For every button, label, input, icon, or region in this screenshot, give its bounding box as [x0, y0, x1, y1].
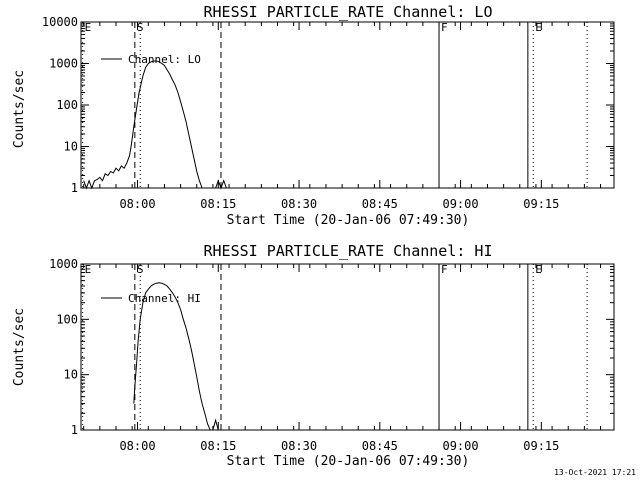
x-tick-label: 08:45 — [362, 439, 398, 453]
x-tick-label: 09:00 — [442, 439, 478, 453]
y-tick-label: 100 — [56, 312, 78, 326]
chart-title: RHESSI PARTICLE_RATE Channel: LO — [204, 3, 493, 21]
plot-frame — [80, 263, 615, 431]
chart-panel-hi: RHESSI PARTICLE_RATE Channel: HI Counts/… — [12, 242, 615, 469]
y-tick-label: 100 — [56, 98, 78, 112]
event-marker-flag: F — [441, 263, 448, 276]
x-tick-label: 09:00 — [442, 197, 478, 211]
y-axis-label: Counts/sec — [12, 308, 27, 386]
x-axis-label: Start Time (20-Jan-06 07:49:30) — [227, 213, 470, 228]
y-tick-label: 1 — [71, 181, 78, 195]
y-tick-label: 10 — [64, 368, 78, 382]
plot-frame — [80, 21, 615, 189]
x-tick-labels: 08:00 08:15 08:30 08:45 09:00 09:15 — [119, 439, 559, 453]
x-tick-label: 08:30 — [281, 197, 317, 211]
x-tick-label: 08:00 — [119, 439, 155, 453]
x-tick-label: 08:15 — [200, 197, 236, 211]
event-marker-flag: E — [535, 21, 542, 34]
footer-timestamp: 13-Oct-2021 17:21 — [554, 468, 636, 477]
axis-ticks — [81, 21, 614, 189]
x-tick-label: 08:45 — [362, 197, 398, 211]
event-marker-flag: E — [85, 21, 92, 34]
event-marker-flag: F — [441, 21, 448, 34]
x-tick-label: 08:00 — [119, 197, 155, 211]
y-tick-labels: 1 10 100 1000 10000 — [42, 15, 78, 195]
legend-label: Channel: HI — [128, 292, 201, 305]
y-tick-label: 1000 — [49, 257, 78, 271]
x-tick-label: 09:15 — [523, 439, 559, 453]
x-tick-label: 08:15 — [200, 439, 236, 453]
y-tick-labels: 1 10 100 1000 — [49, 257, 78, 437]
event-marker-flag: S — [137, 263, 144, 276]
x-tick-labels: 08:00 08:15 08:30 08:45 09:00 09:15 — [119, 197, 559, 211]
event-marker-flag: E — [85, 263, 92, 276]
y-tick-label: 10000 — [42, 15, 78, 29]
legend: Channel: HI — [101, 292, 201, 305]
y-tick-label: 1 — [71, 423, 78, 437]
x-tick-label: 09:15 — [523, 197, 559, 211]
chart-panel-lo: RHESSI PARTICLE_RATE Channel: LO Counts/… — [12, 3, 615, 228]
legend: Channel: LO — [101, 53, 201, 66]
x-tick-label: 08:30 — [281, 439, 317, 453]
series-line-hi — [133, 282, 219, 431]
x-axis-label: Start Time (20-Jan-06 07:49:30) — [227, 454, 470, 469]
chart-title: RHESSI PARTICLE_RATE Channel: HI — [204, 242, 493, 260]
legend-label: Channel: LO — [128, 53, 201, 66]
event-marker-flag: S — [137, 21, 144, 34]
y-tick-label: 10 — [64, 140, 78, 154]
y-tick-label: 1000 — [49, 57, 78, 71]
y-axis-label: Counts/sec — [12, 70, 27, 148]
event-marker-flag: E — [535, 263, 542, 276]
